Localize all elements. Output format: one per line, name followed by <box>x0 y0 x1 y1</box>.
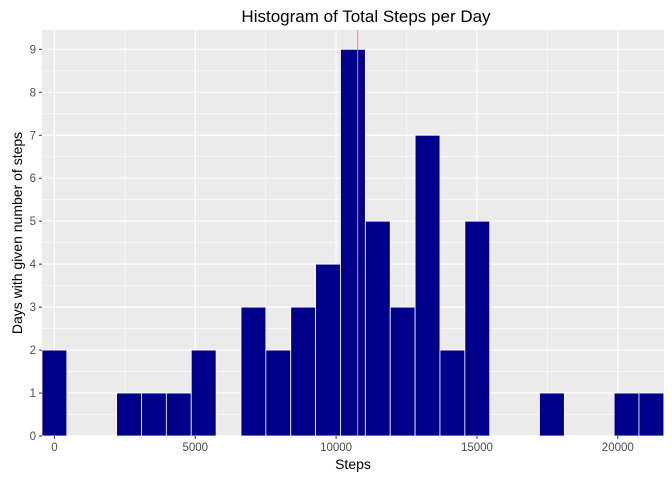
x-tick-label: 20000 <box>602 442 634 454</box>
y-tick-label: 7 <box>30 130 36 142</box>
chart-title: Histogram of Total Steps per Day <box>241 7 491 26</box>
histogram-bar <box>141 392 167 437</box>
x-tick-label: 10000 <box>320 442 352 454</box>
histogram-bar <box>638 392 665 437</box>
histogram-bar <box>290 306 317 437</box>
y-tick-label: 9 <box>30 44 36 56</box>
y-tick-label: 1 <box>30 388 36 400</box>
y-tick-label: 4 <box>30 259 37 271</box>
histogram-bar <box>315 263 341 437</box>
histogram-bar <box>439 349 466 437</box>
y-tick-label: 8 <box>30 87 36 99</box>
histogram-bar <box>389 306 416 437</box>
x-axis: 0 5000 10000 15000 20000 <box>51 436 634 454</box>
y-axis: 0 1 2 3 4 5 6 7 8 9 <box>30 44 42 443</box>
histogram-bar <box>364 220 391 437</box>
y-tick-label: 3 <box>30 302 36 314</box>
histogram-bars <box>41 48 665 437</box>
y-tick-label: 0 <box>30 431 36 443</box>
y-tick-label: 6 <box>30 173 36 185</box>
histogram-bar <box>464 220 491 437</box>
y-tick-label: 2 <box>30 345 36 357</box>
histogram-bar <box>340 48 366 437</box>
y-axis-label: Days with given number of steps <box>9 132 25 334</box>
histogram-bar <box>414 134 441 437</box>
y-tick-label: 5 <box>30 216 36 228</box>
histogram-bar <box>165 392 192 437</box>
histogram-bar <box>41 349 68 437</box>
histogram-bar <box>116 392 142 437</box>
histogram-bar <box>539 392 565 437</box>
x-tick-label: 0 <box>51 442 57 454</box>
x-tick-label: 5000 <box>182 442 208 454</box>
histogram-bar <box>190 349 217 437</box>
x-axis-label: Steps <box>335 456 371 472</box>
histogram-bar <box>265 349 292 437</box>
histogram-bar <box>613 392 640 437</box>
histogram-bar <box>240 306 267 437</box>
x-tick-label: 15000 <box>461 442 493 454</box>
